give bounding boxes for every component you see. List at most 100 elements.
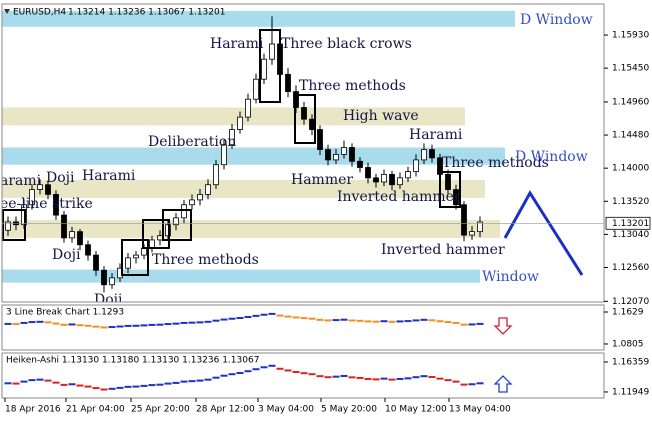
pattern-label: Inverted hammer bbox=[381, 242, 505, 258]
indicator-mark bbox=[140, 384, 148, 387]
candle-body bbox=[181, 204, 187, 219]
indicator-mark bbox=[476, 382, 484, 385]
pattern-label: Three methods bbox=[442, 155, 549, 171]
candle-body bbox=[69, 231, 75, 239]
header-ohlc: 1.13214 1.13236 1.13067 1.13201 bbox=[68, 8, 225, 18]
indicator-mark bbox=[196, 321, 204, 324]
candle-body bbox=[445, 173, 451, 190]
candle-body bbox=[37, 184, 43, 190]
indicator-mark bbox=[108, 326, 116, 329]
indicator-mark bbox=[252, 314, 260, 317]
panel-title: Heiken-Ashi 1.13130 1.13180 1.13130 1.13… bbox=[6, 356, 259, 366]
indicator-mark bbox=[228, 317, 236, 320]
indicator-mark bbox=[108, 387, 116, 390]
indicator-mark bbox=[348, 376, 356, 379]
line-break-panel-border bbox=[1, 304, 605, 351]
y-tick-label: 1.14480 bbox=[612, 131, 649, 141]
indicator-mark bbox=[460, 383, 468, 386]
candles bbox=[5, 16, 483, 293]
zone bbox=[2, 219, 500, 238]
indicator-mark bbox=[380, 320, 388, 323]
x-tick-label: 28 Apr 12:00 bbox=[196, 405, 255, 415]
indicator-mark bbox=[444, 379, 452, 382]
candle-body bbox=[421, 149, 427, 161]
x-tick-label: 21 Apr 04:00 bbox=[66, 405, 125, 415]
candle-body bbox=[373, 177, 379, 183]
symbol-marker bbox=[4, 9, 10, 14]
indicator-mark bbox=[316, 375, 324, 378]
indicator-mark bbox=[28, 379, 36, 382]
candle-body bbox=[229, 129, 235, 146]
y-tick-label: 1.13040 bbox=[612, 230, 649, 240]
indicator-mark bbox=[452, 380, 460, 383]
candle-body bbox=[5, 221, 11, 231]
indicator-mark bbox=[268, 364, 276, 367]
candle-body bbox=[133, 254, 139, 259]
candle-body bbox=[357, 160, 363, 168]
indicator-mark bbox=[36, 320, 44, 323]
y-tick-label: 1.14000 bbox=[612, 164, 649, 174]
indicator-mark bbox=[212, 376, 220, 379]
candle-body bbox=[325, 149, 331, 161]
indicator-mark bbox=[276, 314, 284, 317]
zone bbox=[2, 10, 515, 27]
indicator-mark bbox=[12, 382, 20, 385]
candle-body bbox=[53, 193, 59, 216]
x-tick-label: 18 Apr 2016 bbox=[5, 405, 61, 415]
up-arrow bbox=[493, 375, 513, 393]
pattern-label: arami bbox=[0, 173, 42, 189]
candle-body bbox=[381, 173, 387, 183]
candle-body bbox=[301, 107, 307, 120]
candle-body bbox=[245, 98, 251, 118]
indicator-mark bbox=[292, 316, 300, 319]
indicator-mark bbox=[372, 320, 380, 323]
zone-label: D Window bbox=[520, 12, 593, 28]
indicator-mark bbox=[124, 385, 132, 388]
zone bbox=[2, 147, 505, 165]
indicator-mark bbox=[284, 315, 292, 318]
indicator-mark bbox=[28, 321, 36, 324]
y-tick-label: 1.12070 bbox=[612, 297, 649, 307]
indicator-mark bbox=[444, 321, 452, 324]
indicator-mark bbox=[324, 376, 332, 379]
indicator-mark bbox=[236, 371, 244, 374]
pattern-box bbox=[2, 209, 26, 241]
pattern-label: Harami bbox=[409, 127, 463, 143]
indicator-mark bbox=[364, 320, 372, 323]
indicator-mark bbox=[412, 376, 420, 379]
symbol: EURUSD,H4 bbox=[13, 8, 66, 18]
candle-body bbox=[453, 189, 459, 206]
candle-body bbox=[189, 199, 195, 206]
annotations: Harami Three black crows Three methods High… bbox=[0, 29, 549, 302]
indicator-mark bbox=[116, 325, 124, 328]
y-tick-label: 1.0805 bbox=[612, 339, 644, 349]
indicator-mark bbox=[180, 321, 188, 324]
indicator-mark bbox=[244, 315, 252, 318]
candle-body bbox=[173, 217, 179, 226]
zone bbox=[2, 107, 465, 126]
candle-body bbox=[197, 193, 203, 201]
pattern-label: Deliberation bbox=[148, 134, 236, 150]
indicator-mark bbox=[420, 318, 428, 321]
candle-body bbox=[205, 184, 211, 195]
indicator-mark bbox=[308, 317, 316, 320]
indicator-mark bbox=[180, 380, 188, 383]
indicator-mark bbox=[60, 383, 68, 386]
y-tick-label: 1.16359 bbox=[612, 357, 649, 367]
indicator-mark bbox=[220, 374, 228, 377]
indicator-mark bbox=[364, 377, 372, 380]
candle-body bbox=[469, 231, 475, 236]
indicator-mark bbox=[388, 378, 396, 381]
indicator-mark bbox=[476, 322, 484, 325]
candle-body bbox=[125, 257, 131, 269]
indicator-mark bbox=[428, 319, 436, 322]
candle-body bbox=[317, 129, 323, 150]
candle-body bbox=[29, 189, 35, 206]
pattern-label: Doji bbox=[52, 247, 81, 263]
pattern-label: Harami bbox=[210, 36, 264, 52]
pattern-label: Inverted hammer bbox=[337, 189, 461, 205]
indicator-mark bbox=[100, 326, 108, 329]
zone-label: Window bbox=[482, 269, 539, 285]
x-tick-label: 10 May 12:00 bbox=[385, 405, 447, 415]
